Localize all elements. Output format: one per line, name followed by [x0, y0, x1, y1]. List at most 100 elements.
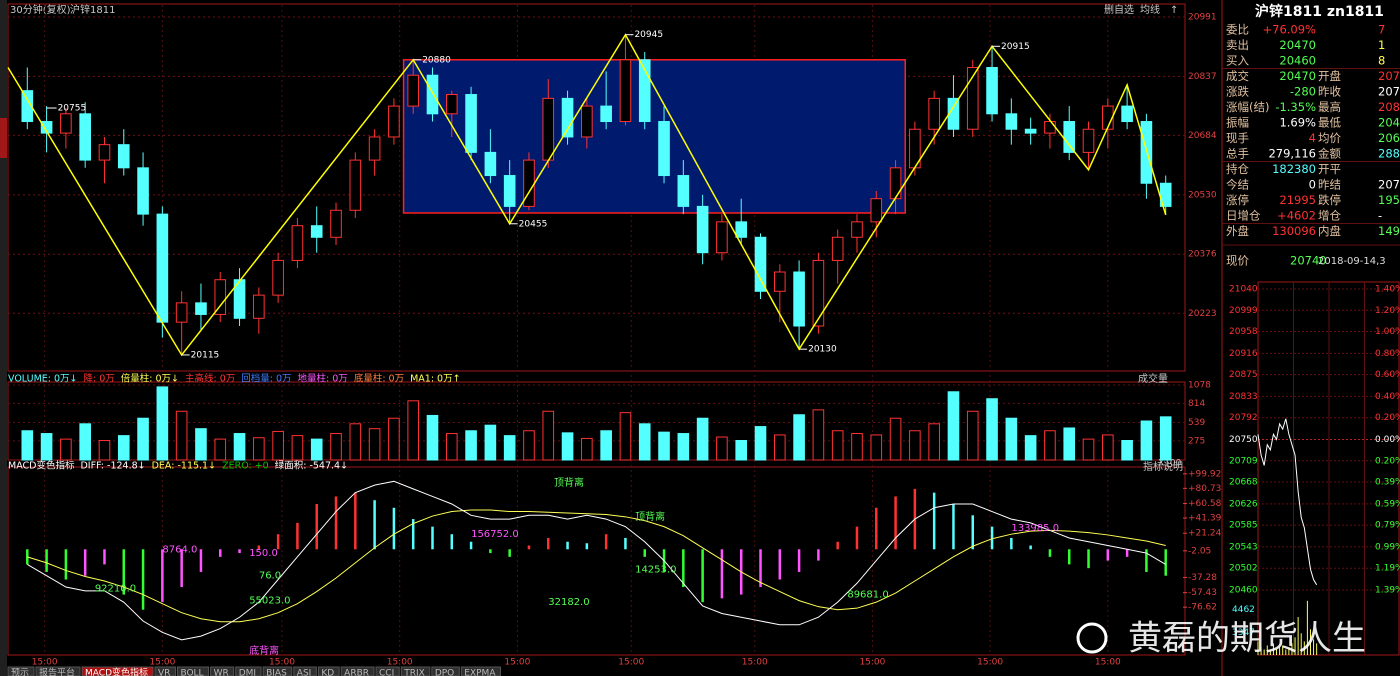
volume-bar — [1140, 420, 1153, 461]
volume-bar — [773, 434, 786, 461]
indicator-tab[interactable]: BIAS — [266, 669, 287, 676]
y-tick-label: 3347 — [1232, 628, 1255, 638]
toolbar-button[interactable]: 均线 — [1140, 3, 1160, 16]
left-strip — [0, 0, 7, 676]
volume-bar — [677, 433, 690, 461]
indicator-tab[interactable]: KD — [321, 669, 334, 676]
macd-annotation: 顶背离 — [554, 476, 584, 489]
y-tick-label: 20833 — [1229, 392, 1258, 402]
chart-symbol: 沪锌1811 — [70, 3, 115, 16]
toolbar-button[interactable]: 删自选 — [1104, 3, 1134, 16]
volume-bar — [600, 430, 612, 461]
candle-body — [677, 175, 690, 207]
indicator-tab[interactable]: CCI — [379, 669, 394, 676]
y-tick-label: 20958 — [1229, 327, 1258, 337]
y-tick-label: -57.43 — [1188, 588, 1217, 598]
chart-period: 30分钟(复权) — [10, 3, 71, 16]
volume-bar — [330, 433, 342, 461]
intraday-line — [1257, 418, 1318, 586]
volume-bar — [40, 433, 53, 461]
candle-body — [1005, 113, 1018, 130]
candle-body — [117, 144, 130, 169]
y-tick-label: -2.05 — [1188, 546, 1211, 556]
quote-value: +4602 — [1277, 209, 1316, 223]
indicator-tab[interactable]: 预示 — [11, 668, 29, 676]
legend-item: 倍量柱: 0万↓ — [121, 373, 179, 385]
candle-body — [214, 279, 227, 315]
quote-label: 最低 — [1318, 116, 1341, 130]
candle-body — [696, 205, 709, 254]
volume-bar — [561, 432, 574, 461]
pivot-label: 20455 — [519, 219, 548, 229]
indicator-tab[interactable]: TRIX — [403, 669, 425, 676]
time-label: 15:00 — [504, 658, 530, 668]
candle-body — [407, 74, 420, 107]
legend-item: 绿面积: -547.4↓ — [275, 460, 348, 472]
tab-background — [460, 666, 501, 676]
range-box — [402, 59, 906, 214]
volume-bar — [310, 438, 323, 461]
tab-background — [7, 666, 35, 676]
indicator-tab[interactable]: ARBR — [344, 669, 369, 676]
toolbar-button[interactable]: ↑ — [1170, 5, 1178, 16]
volume-bar — [426, 414, 439, 461]
indicator-tab[interactable]: WR — [214, 669, 229, 676]
y-tick-label: 1078 — [1188, 380, 1211, 390]
volume-bar — [21, 430, 34, 461]
legend-item: 底量柱: 0万 — [354, 373, 404, 385]
quote-label: 涨跌 — [1226, 85, 1249, 99]
indicator-button[interactable]: 指标说明 — [1143, 460, 1183, 473]
y-tick-label: 20223 — [1188, 309, 1217, 319]
candle-body — [60, 113, 72, 134]
quote-label: 涨停 — [1226, 193, 1249, 207]
quote-label: 内盘 — [1318, 224, 1341, 238]
quote-label: 涨幅(结) — [1226, 100, 1269, 114]
volume-bar — [291, 435, 304, 461]
indicator-button[interactable]: 成交量 — [1138, 372, 1168, 385]
quote-label: 跌停 — [1318, 193, 1341, 207]
volume-bar — [696, 417, 709, 461]
volume-bar — [986, 398, 998, 461]
percent-label: 0.60% — [1375, 370, 1400, 380]
candle-body — [79, 113, 91, 161]
volume-bar — [503, 435, 516, 461]
quote-label: 增仓 — [1318, 209, 1341, 223]
indicator-tab[interactable]: 报告平台 — [39, 667, 75, 676]
volume-bar — [272, 430, 284, 461]
macd-annotation: 14253.0 — [635, 565, 676, 576]
quote-date: 2018-09-14,3 — [1318, 256, 1386, 267]
quote-label: 最高 — [1318, 100, 1341, 114]
quote-title: 沪锌1811 zn1811 — [1255, 3, 1384, 20]
indicator-tab[interactable]: DMI — [239, 669, 256, 676]
legend-item: MA1: 0万↑ — [410, 374, 460, 385]
left-strip-active — [0, 118, 7, 158]
y-tick-label: 20792 — [1229, 413, 1258, 423]
quote-label: 今结 — [1226, 178, 1249, 192]
indicator-tab[interactable]: VR — [158, 669, 170, 676]
indicator-tab[interactable]: EXPMA — [464, 669, 496, 676]
candle-body — [21, 90, 34, 123]
y-tick-label: 21040 — [1229, 285, 1258, 295]
candle-body — [966, 67, 979, 130]
candle-body — [870, 198, 883, 223]
indicator-tab[interactable]: DPO — [435, 669, 454, 676]
candle-body — [1102, 105, 1114, 130]
quote-value: 14902 — [1378, 224, 1400, 238]
indicator-tab[interactable]: ASI — [297, 669, 312, 676]
indicator-tab[interactable]: BOLL — [180, 669, 203, 676]
indicator-tab[interactable]: MACD变色指标 — [85, 667, 148, 676]
y-tick-label: 275 — [1188, 436, 1205, 446]
y-tick-label: 20991 — [1188, 12, 1217, 22]
quote-value: +76.09% — [1263, 23, 1317, 37]
time-label: 15:00 — [742, 658, 768, 668]
candle-body — [233, 279, 246, 319]
percent-label: 1.19% — [1375, 564, 1400, 574]
macd-annotation: 76.0 — [259, 571, 281, 582]
macd-annotation: 150.0 — [249, 548, 278, 559]
candle-body — [253, 294, 265, 319]
candle-body — [638, 59, 651, 123]
dea-line — [27, 509, 1166, 623]
pivot-label: 20945 — [634, 30, 663, 40]
candle-body — [368, 136, 381, 161]
candle-body — [658, 121, 670, 177]
